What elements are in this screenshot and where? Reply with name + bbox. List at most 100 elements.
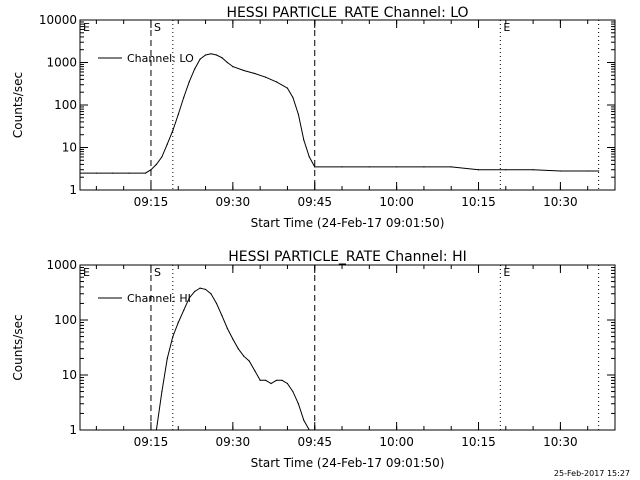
data-point <box>194 290 196 293</box>
data-point <box>161 390 163 393</box>
y-tick-label: 100 <box>54 98 77 112</box>
data-point <box>215 302 218 305</box>
data-point <box>199 287 201 289</box>
x-tick-label: 09:30 <box>216 195 251 209</box>
data-point <box>368 166 370 168</box>
data-point <box>194 68 196 70</box>
data-point <box>275 379 278 381</box>
data-point <box>303 139 305 141</box>
data-point <box>177 321 179 324</box>
x-tick-label: 09:30 <box>216 435 251 449</box>
x-tick-label: 10:15 <box>461 435 496 449</box>
data-point <box>204 54 207 56</box>
data-point <box>450 166 452 168</box>
data-point <box>112 172 114 174</box>
data-point <box>226 327 228 330</box>
y-tick-label: 1 <box>69 423 77 437</box>
event-marker-label: E <box>503 21 510 34</box>
y-tick-label: 100 <box>54 313 77 327</box>
series-line-1 <box>80 53 599 174</box>
data-point <box>237 348 239 350</box>
data-point <box>95 172 97 174</box>
data-point <box>210 293 212 295</box>
data-point <box>215 54 218 56</box>
y-tick-label: 10000 <box>39 13 77 27</box>
data-point <box>292 96 294 99</box>
data-point <box>177 113 179 116</box>
data-point <box>166 357 168 360</box>
chart-panel-2: HESSI PARTICLE_RATE Channel: HI Start Tim… <box>11 249 616 470</box>
y-axis-label: Counts/sec <box>11 72 25 138</box>
x-tick-label: 09:15 <box>134 195 169 209</box>
data-point <box>308 429 310 430</box>
data-point <box>598 170 600 172</box>
data-point <box>144 172 147 174</box>
x-tick-label: 10:30 <box>543 195 578 209</box>
series-line-1 <box>155 287 310 430</box>
data-point <box>80 172 81 174</box>
data-point <box>265 76 267 78</box>
chart-title: HESSI PARTICLE_RATE Channel: HI <box>228 249 466 265</box>
data-point <box>559 170 562 172</box>
y-tick-label: 1000 <box>46 56 77 70</box>
x-axis-label: Start Time (24-Feb-17 09:01:50) <box>251 216 445 230</box>
legend-label: Channel: HI <box>127 292 191 305</box>
data-point <box>423 166 425 168</box>
x-tick-label: 09:15 <box>134 435 169 449</box>
data-point <box>232 338 234 340</box>
data-point <box>199 58 201 60</box>
data-point <box>297 403 299 405</box>
chart-panel-1: HESSI PARTICLE_RATE Channel: LO Start Tim… <box>11 5 616 230</box>
data-point <box>281 379 283 381</box>
x-tick-label: 10:30 <box>543 435 578 449</box>
data-point <box>477 169 480 171</box>
data-point <box>221 57 223 59</box>
data-point <box>292 390 294 393</box>
data-point <box>532 169 534 171</box>
data-point <box>172 129 174 132</box>
event-marker-label: E <box>83 266 90 279</box>
data-point <box>254 370 256 372</box>
data-point <box>155 163 158 166</box>
x-tick-label: 10:00 <box>379 195 414 209</box>
y-tick-label: 10 <box>62 141 77 155</box>
plot-frame <box>79 264 616 431</box>
x-tick-label: 10:00 <box>379 435 414 449</box>
event-marker-label: E <box>83 21 90 34</box>
data-point <box>188 297 190 299</box>
legend-label: Channel: LO <box>127 52 194 65</box>
data-point <box>265 379 267 381</box>
data-point <box>210 53 212 55</box>
y-tick-label: 1000 <box>46 258 77 272</box>
data-point <box>188 81 190 83</box>
data-point <box>341 166 343 168</box>
chart-title: HESSI PARTICLE_RATE Channel: LO <box>226 5 468 21</box>
x-tick-label: 10:15 <box>461 195 496 209</box>
data-point <box>232 66 234 68</box>
data-point <box>204 288 207 291</box>
x-tick-label: 09:45 <box>297 195 332 209</box>
data-point <box>308 156 310 158</box>
data-point <box>150 169 152 171</box>
data-point <box>128 172 130 174</box>
data-point <box>303 419 305 421</box>
data-point <box>183 309 185 311</box>
data-point <box>297 113 299 116</box>
x-tick-label: 09:45 <box>297 435 332 449</box>
data-point <box>161 156 163 158</box>
generated-timestamp: 25-Feb-2017 15:27 <box>553 469 630 478</box>
data-point <box>286 382 289 385</box>
data-point <box>286 87 289 89</box>
plot-frame <box>79 19 616 191</box>
data-point <box>259 379 261 381</box>
data-point <box>183 96 185 99</box>
event-marker-label: S <box>154 21 161 34</box>
data-point <box>172 335 174 338</box>
event-marker-label: S <box>154 266 161 279</box>
x-axis-label: Start Time (24-Feb-17 09:01:50) <box>251 456 445 470</box>
data-point <box>275 81 278 83</box>
event-marker-label: E <box>503 266 510 279</box>
data-point <box>587 170 589 172</box>
data-point <box>505 169 507 171</box>
data-point <box>396 166 398 168</box>
